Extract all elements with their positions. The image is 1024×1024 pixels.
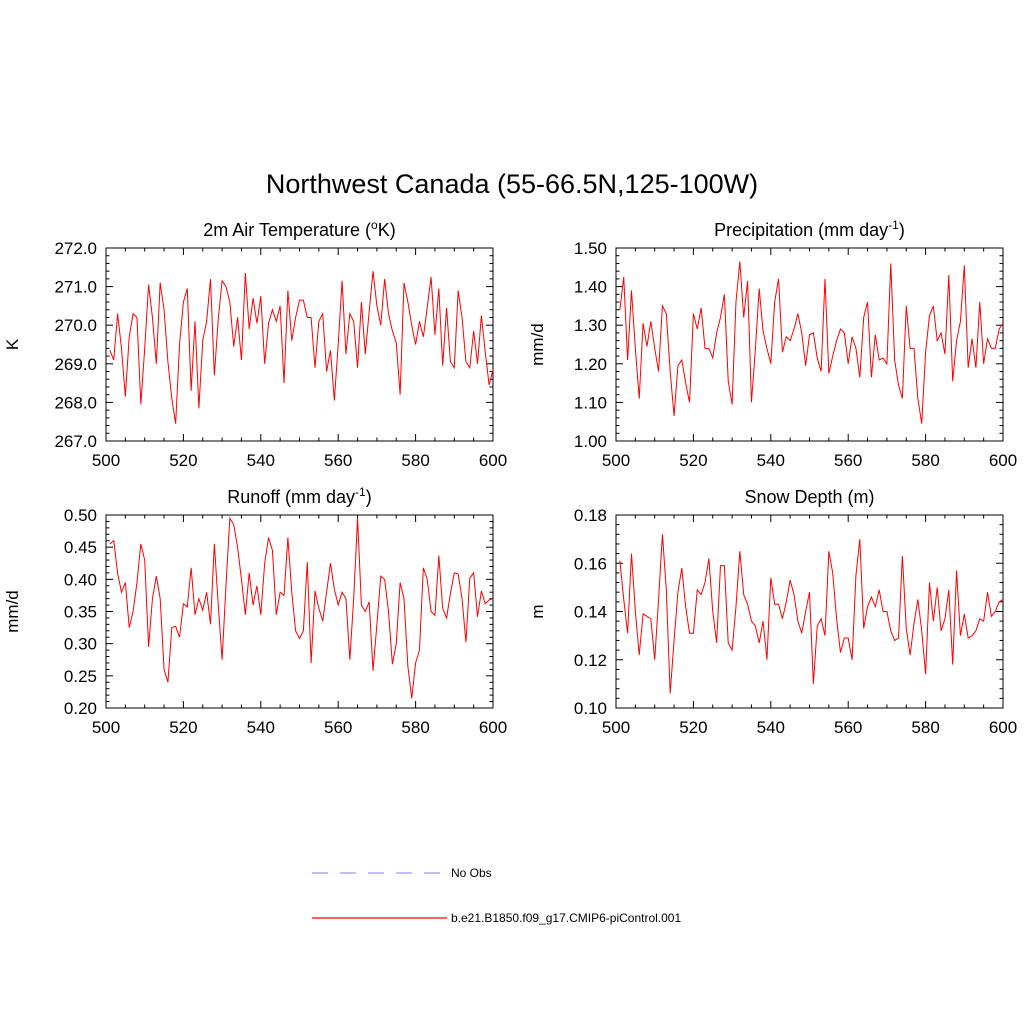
y-tick-label: 1.00 <box>574 432 607 451</box>
panel-title: Precipitation (mm day-1) <box>714 218 905 240</box>
x-tick-label: 600 <box>479 718 507 737</box>
x-tick-label: 560 <box>834 718 862 737</box>
plot-frame <box>105 247 494 442</box>
y-tick-label: 1.10 <box>574 393 607 412</box>
y-tick-label: 0.14 <box>574 603 607 622</box>
y-tick-label: 0.18 <box>574 506 607 525</box>
x-tick-label: 580 <box>911 718 939 737</box>
y-tick-label: 0.25 <box>64 667 97 686</box>
x-tick-label: 580 <box>401 718 429 737</box>
series-line <box>109 271 494 424</box>
y-tick-label: 0.16 <box>574 554 607 573</box>
x-tick-label: 500 <box>92 718 120 737</box>
y-tick-label: 1.50 <box>574 239 607 258</box>
x-tick-label: 540 <box>247 451 275 470</box>
x-tick-label: 580 <box>401 451 429 470</box>
legend-model-label: b.e21.B1850.f09_g17.CMIP6-piControl.001 <box>451 911 681 925</box>
x-tick-label: 540 <box>247 718 275 737</box>
y-tick-label: 0.50 <box>64 506 97 525</box>
x-tick-label: 500 <box>602 718 630 737</box>
x-tick-label: 500 <box>92 451 120 470</box>
panel-title: 2m Air Temperature (oK) <box>203 218 395 240</box>
x-tick-label: 520 <box>169 718 197 737</box>
y-tick-label: 1.40 <box>574 278 607 297</box>
chart-panel-4: 500 520 540 560 580 600 0.10 0.12 0.14 0.16 0.18 m S… <box>528 487 1017 737</box>
x-tick-label: 520 <box>169 451 197 470</box>
x-tick-label: 520 <box>679 718 707 737</box>
y-axis-label: m <box>528 604 547 618</box>
x-tick-label: 500 <box>602 451 630 470</box>
chart-panel-1: 500 520 540 560 580 600 267.0 268.0 269.0 270.0 27… <box>3 218 507 470</box>
y-tick-label: 0.35 <box>64 603 97 622</box>
legend-obs-label: No Obs <box>451 866 492 880</box>
y-tick-label: 268.0 <box>54 393 97 412</box>
y-tick-label: 1.20 <box>574 355 607 374</box>
y-tick-label: 0.30 <box>64 635 97 654</box>
main-title: Northwest Canada (55-66.5N,125-100W) <box>266 169 758 199</box>
x-tick-label: 600 <box>479 451 507 470</box>
y-tick-label: 267.0 <box>54 432 97 451</box>
x-tick-label: 540 <box>757 718 785 737</box>
y-tick-label: 270.0 <box>54 316 97 335</box>
x-tick-label: 600 <box>989 718 1017 737</box>
y-tick-label: 0.20 <box>64 699 97 718</box>
x-tick-label: 580 <box>911 451 939 470</box>
x-tick-label: 540 <box>757 451 785 470</box>
y-axis-label: K <box>3 338 22 350</box>
series-line <box>619 261 1004 424</box>
panels: 500 520 540 560 580 600 267.0 268.0 269.0 270.0 27… <box>3 218 1017 737</box>
y-tick-label: 0.40 <box>64 570 97 589</box>
series-line <box>109 516 494 699</box>
y-axis-label: mm/d <box>3 590 22 633</box>
panel-title: Runoff (mm day-1) <box>227 485 371 507</box>
y-tick-label: 1.30 <box>574 316 607 335</box>
y-tick-label: 0.45 <box>64 538 97 557</box>
x-tick-label: 560 <box>324 451 352 470</box>
y-tick-label: 269.0 <box>54 355 97 374</box>
y-tick-label: 0.12 <box>574 651 607 670</box>
chart-panel-2: 500 520 540 560 580 600 1.00 1.10 1.20 1.30 1.40 1.… <box>528 218 1017 470</box>
y-tick-label: 272.0 <box>54 239 97 258</box>
plot-frame <box>615 514 1004 709</box>
panel-title: Snow Depth (m) <box>744 487 874 507</box>
y-tick-label: 271.0 <box>54 278 97 297</box>
y-tick-label: 0.10 <box>574 699 607 718</box>
x-tick-label: 520 <box>679 451 707 470</box>
series-line <box>619 534 1004 694</box>
x-tick-label: 560 <box>324 718 352 737</box>
chart-panel-3: 500 520 540 560 580 600 0.20 0.25 0.30 0.35 0.40 0.… <box>3 485 507 737</box>
x-tick-label: 560 <box>834 451 862 470</box>
x-tick-label: 600 <box>989 451 1017 470</box>
legend: No Obs b.e21.B1850.f09_g17.CMIP6-piContr… <box>312 866 681 925</box>
y-axis-label: mm/d <box>528 323 547 366</box>
